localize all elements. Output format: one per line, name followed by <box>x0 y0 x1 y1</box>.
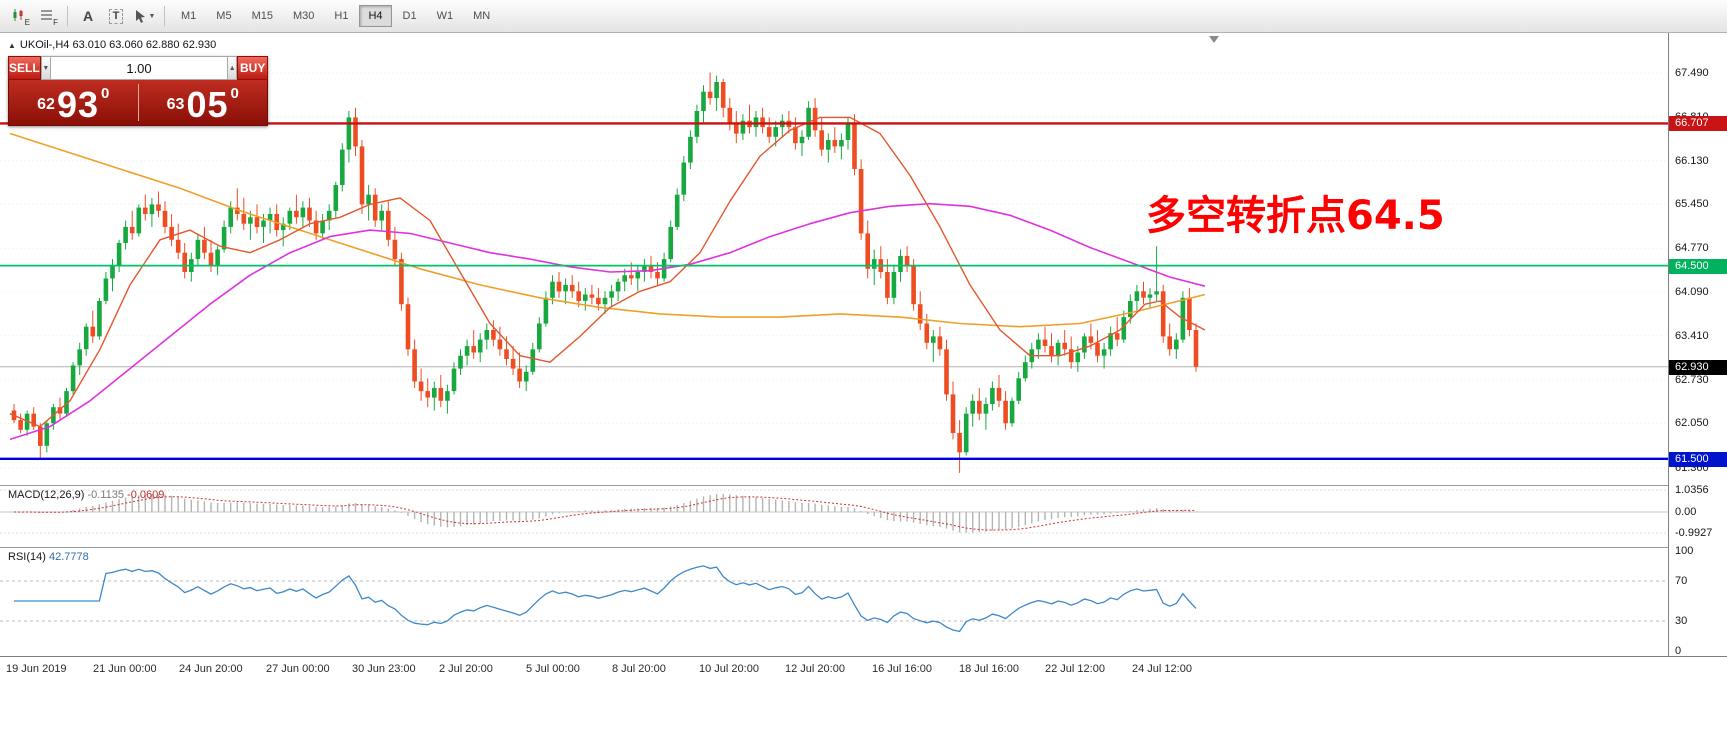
time-axis-label: 27 Jun 00:00 <box>266 663 330 675</box>
text-box-button[interactable]: T <box>103 4 129 28</box>
time-axis-label: 2 Jul 20:00 <box>439 663 493 675</box>
price-axis-label: 62.730 <box>1675 374 1709 386</box>
buy-button[interactable]: BUY <box>237 56 268 80</box>
price-axis[interactable]: 67.49066.81066.13065.45064.77064.09063.4… <box>1668 33 1727 657</box>
price-divider <box>137 84 139 121</box>
time-axis-label: 18 Jul 16:00 <box>959 663 1019 675</box>
price-axis-badge: 66.707 <box>1669 116 1727 131</box>
timeframe-m30[interactable]: M30 <box>292 10 315 22</box>
sell-price-display[interactable]: 62 93 0 <box>9 80 138 125</box>
sell-price-big: 93 <box>56 83 99 125</box>
buy-price-display[interactable]: 63 05 0 <box>139 80 268 125</box>
timeframe-d1[interactable]: D1 <box>402 10 417 22</box>
rsi-axis-label: 0 <box>1675 645 1682 657</box>
candlestick-chart-icon <box>13 9 23 21</box>
timeframe-w1[interactable]: W1 <box>436 10 454 22</box>
timeframe-m1[interactable]: M1 <box>181 10 197 22</box>
subscript-e: E <box>24 18 30 27</box>
panel-separator[interactable] <box>0 547 1727 548</box>
price-axis-badge: 62.930 <box>1669 360 1727 375</box>
buy-price-sup: 0 <box>230 85 239 102</box>
rsi-value: 42.7778 <box>48 551 89 563</box>
buy-price-big: 05 <box>186 83 229 125</box>
rsi-axis-label: 100 <box>1675 545 1694 557</box>
price-axis-label: 63.410 <box>1675 330 1709 342</box>
time-axis-label: 24 Jul 12:00 <box>1132 663 1192 675</box>
volume-decrease-button[interactable]: ▼ <box>40 56 51 80</box>
chart-annotation-text[interactable]: 多空转折点64.5 <box>1146 193 1445 239</box>
main-chart-canvas[interactable] <box>0 33 1668 656</box>
volume-increase-button[interactable]: ▲ <box>227 56 238 80</box>
time-axis-label: 24 Jun 20:00 <box>179 663 243 675</box>
macd-axis-label: 1.0356 <box>1675 484 1709 496</box>
time-axis[interactable]: 19 Jun 2019 21 Jun 00:00 24 Jun 20:00 27 Ju… <box>0 656 1727 682</box>
time-axis-label: 12 Jul 20:00 <box>785 663 845 675</box>
price-axis-label: 64.770 <box>1675 242 1709 254</box>
toolbar-separator <box>67 6 68 26</box>
cursor-tool-button[interactable]: ▼ <box>131 4 157 28</box>
chevron-up-icon: ▲ <box>228 64 236 72</box>
time-axis-label: 16 Jul 16:00 <box>872 663 932 675</box>
time-axis-label: 8 Jul 20:00 <box>612 663 666 675</box>
macd-name: MACD(12,26,9) <box>8 489 85 501</box>
toolbar: E F A T ▼ M1 M5 M15 M30 H1 H4 <box>0 0 1727 33</box>
grid-levels-button[interactable]: F <box>34 4 60 28</box>
chart-header: ▲ UKOil-,H4 63.010 63.060 62.880 62.930 <box>8 39 216 51</box>
time-axis-label: 22 Jul 12:00 <box>1045 663 1105 675</box>
levels-grid-icon <box>41 10 52 20</box>
macd-axis-label: 0.00 <box>1675 506 1697 518</box>
sell-button[interactable]: SELL <box>8 56 41 80</box>
expand-triangle-icon[interactable]: ▲ <box>8 41 16 50</box>
time-axis-label: 21 Jun 00:00 <box>93 663 157 675</box>
subscript-f: F <box>53 18 58 27</box>
timeframe-h1[interactable]: H1 <box>334 10 349 22</box>
rsi-name: RSI(14) <box>8 551 46 563</box>
sell-price-sup: 0 <box>101 85 110 102</box>
price-axis-label: 66.130 <box>1675 155 1709 167</box>
rsi-axis-label: 70 <box>1675 575 1688 587</box>
sell-price-prefix: 62 <box>37 96 55 113</box>
buy-price-prefix: 63 <box>166 96 185 113</box>
text-label-button[interactable]: A <box>75 4 101 28</box>
price-axis-label: 64.090 <box>1675 286 1709 298</box>
time-axis-label: 19 Jun 2019 <box>6 663 67 675</box>
macd-main-value: -0.1135 <box>87 489 124 501</box>
text-box-icon: T <box>108 8 124 24</box>
rsi-label: RSI(14) 42.7778 <box>8 551 89 563</box>
chart-objects-button[interactable]: E <box>6 4 32 28</box>
macd-label: MACD(12,26,9) -0.1135 -0.0609 <box>8 489 164 501</box>
price-axis-badge: 61.500 <box>1669 452 1727 467</box>
panel-separator[interactable] <box>0 485 1727 486</box>
price-axis-label: 62.050 <box>1675 417 1709 429</box>
time-axis-label: 30 Jun 23:00 <box>352 663 416 675</box>
one-click-trading-panel: SELL ▼ ▲ BUY 62 93 0 63 05 0 <box>8 56 268 126</box>
rsi-axis-label: 30 <box>1675 615 1688 627</box>
timeframe-m15[interactable]: M15 <box>251 10 273 22</box>
time-axis-label: 10 Jul 20:00 <box>699 663 759 675</box>
chevron-down-icon: ▼ <box>42 64 50 72</box>
chart-shift-marker-icon[interactable] <box>1209 36 1219 43</box>
price-axis-label: 65.450 <box>1675 198 1709 210</box>
macd-axis-label: -0.9927 <box>1675 527 1713 539</box>
symbol-ohlc-text: UKOil-,H4 63.010 63.060 62.880 62.930 <box>19 39 217 51</box>
toolbar-separator <box>164 6 165 26</box>
timeframe-h4[interactable]: H4 <box>359 5 392 27</box>
timeframe-mn[interactable]: MN <box>473 10 491 22</box>
cursor-arrow-icon <box>135 9 145 23</box>
price-axis-badge: 64.500 <box>1669 259 1727 274</box>
text-label-icon: A <box>82 8 94 24</box>
price-axis-label: 67.490 <box>1675 67 1709 79</box>
timeframe-m5[interactable]: M5 <box>216 10 232 22</box>
volume-input[interactable] <box>51 56 227 80</box>
time-axis-label: 5 Jul 00:00 <box>526 663 580 675</box>
macd-signal-value: -0.0609 <box>127 489 165 501</box>
chevron-down-icon: ▼ <box>148 12 156 20</box>
